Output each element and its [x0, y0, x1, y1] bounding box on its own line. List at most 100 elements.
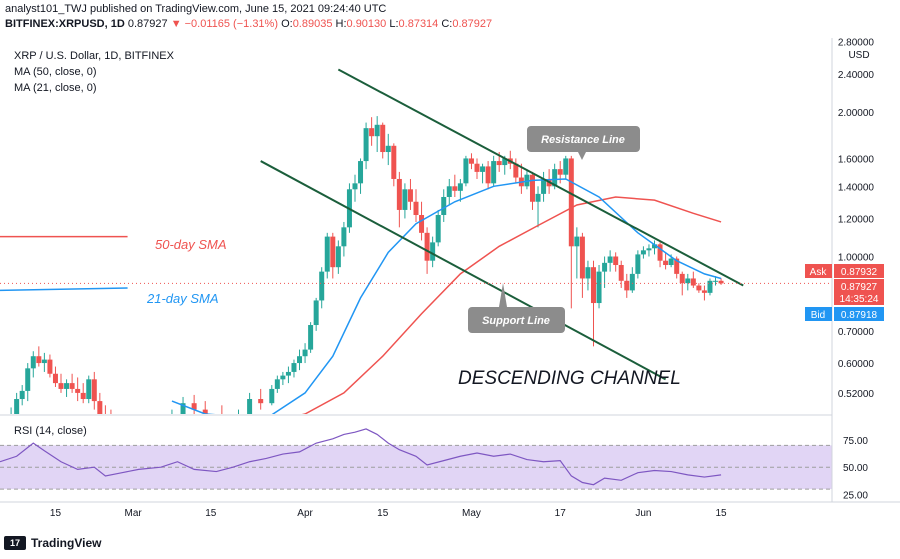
- candle-body: [457, 183, 463, 191]
- legend-ma21[interactable]: MA (21, close, 0): [14, 82, 97, 94]
- candle-body: [297, 356, 303, 364]
- price-tick-label: 0.70000: [838, 327, 875, 338]
- candle-body: [30, 356, 36, 369]
- candle-body: [674, 258, 680, 274]
- candle-body: [91, 379, 97, 402]
- svg-text:Ask: Ask: [810, 267, 828, 278]
- channel-annotation: DESCENDING CHANNEL: [458, 368, 681, 389]
- candle-body: [302, 349, 308, 357]
- open-label: O:: [281, 18, 293, 30]
- candle-body: [696, 285, 702, 291]
- candle-body: [468, 158, 474, 164]
- candle-body: [380, 124, 386, 153]
- time-tick-label: Jun: [635, 508, 651, 519]
- time-tick-label: May: [462, 508, 481, 519]
- candle-body: [718, 280, 724, 284]
- candle-body: [58, 383, 64, 389]
- price-tick-label: 0.52000: [838, 389, 875, 400]
- ohlc-line: BITFINEX:XRPUSD, 1D 0.87927 ▼ −0.01165 (…: [5, 18, 492, 30]
- candle-body: [258, 399, 264, 404]
- ask-badge: Ask 0.87932: [805, 264, 884, 278]
- candle-body: [602, 262, 608, 272]
- price-tick-label: 1.20000: [838, 214, 875, 225]
- candle-body: [618, 265, 624, 281]
- candle-body: [590, 267, 596, 304]
- candle-body: [335, 246, 341, 268]
- currency-label: USD: [848, 50, 869, 61]
- low-value: 0.87314: [398, 18, 439, 30]
- support-callout[interactable]: Support Line: [468, 283, 565, 333]
- candle-body: [502, 158, 508, 166]
- candle-body: [363, 128, 369, 162]
- candle-body: [690, 278, 696, 286]
- candle-body: [446, 186, 452, 197]
- bid-value: 0.87918: [841, 310, 878, 321]
- candle-body: [485, 166, 491, 184]
- candle-body: [496, 161, 502, 166]
- rsi-line: [0, 428, 722, 486]
- support-line: [260, 160, 667, 381]
- candle-body: [419, 215, 425, 233]
- low-label: L:: [389, 18, 399, 30]
- high-label: H:: [335, 18, 347, 30]
- candle-body: [552, 169, 558, 187]
- candle-body: [385, 145, 391, 153]
- candle-body: [358, 161, 364, 184]
- candle-body: [529, 174, 535, 202]
- candle-body: [64, 383, 70, 389]
- candle-body: [585, 267, 591, 279]
- resistance-label: Resistance Line: [541, 134, 625, 146]
- price-tick-label: 2.00000: [838, 108, 875, 119]
- publisher-line: analyst101_TWJ published on TradingView.…: [5, 3, 387, 15]
- resistance-line: [337, 68, 744, 287]
- candle-body: [396, 178, 402, 210]
- candle-body: [324, 236, 330, 272]
- candle-body: [441, 196, 447, 216]
- candle-body: [108, 418, 113, 425]
- candle-body: [131, 428, 136, 430]
- sma50-line: [301, 196, 722, 414]
- candle-body: [41, 359, 47, 364]
- close-label: C:: [441, 18, 453, 30]
- time-tick-label: Mar: [125, 508, 143, 519]
- candle-body: [596, 271, 602, 304]
- candle-body: [535, 193, 541, 202]
- candle-body: [114, 425, 119, 427]
- price-tick-label: 1.60000: [838, 154, 875, 165]
- time-tick-label: Apr: [297, 508, 313, 519]
- high-value: 0.90130: [346, 18, 387, 30]
- last-value: 0.87927: [841, 282, 878, 293]
- candle-body: [247, 399, 253, 414]
- resistance-callout[interactable]: Resistance Line: [527, 126, 640, 160]
- candle-body: [25, 368, 31, 391]
- time-tick-label: 15: [716, 508, 728, 519]
- candle-body: [663, 260, 669, 266]
- price-change: ▼ −0.01165 (−1.31%): [170, 18, 278, 30]
- candle-body: [413, 201, 419, 216]
- candle-body: [640, 250, 646, 255]
- candle-body: [330, 236, 336, 268]
- candle-body: [291, 363, 297, 372]
- candle-body: [668, 258, 674, 266]
- time-tick-label: 15: [377, 508, 389, 519]
- candle-body: [369, 128, 375, 137]
- symbol-label: BITFINEX:XRPUSD, 1D: [5, 18, 125, 30]
- candle-body: [407, 189, 413, 202]
- candles-layer: [10, 116, 724, 430]
- candle-body: [713, 280, 719, 282]
- candle-body: [607, 256, 613, 263]
- candle-body: [435, 215, 441, 243]
- legend-ma50[interactable]: MA (50, close, 0): [14, 66, 97, 78]
- time-tick-label: 17: [555, 508, 567, 519]
- candle-body: [180, 403, 186, 414]
- candle-body: [685, 278, 691, 284]
- candle-body: [19, 390, 25, 400]
- candle-body: [646, 248, 652, 251]
- candle-body: [352, 183, 358, 190]
- last-price: 0.87927: [127, 18, 168, 30]
- candle-body: [36, 356, 42, 364]
- candle-body: [430, 242, 436, 261]
- tradingview-brand[interactable]: 17 TradingView: [4, 536, 101, 550]
- rsi-layer: [0, 428, 832, 490]
